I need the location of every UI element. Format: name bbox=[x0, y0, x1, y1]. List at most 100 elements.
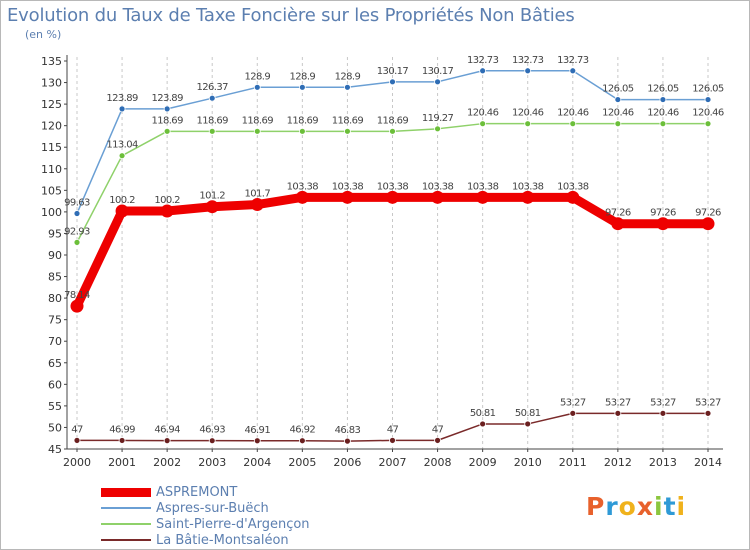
data-label: 126.05 bbox=[692, 84, 724, 95]
data-label: 92.93 bbox=[64, 226, 90, 237]
data-point bbox=[341, 191, 354, 204]
data-label: 118.69 bbox=[377, 115, 409, 126]
data-point bbox=[656, 217, 669, 230]
data-label: 126.37 bbox=[197, 82, 229, 93]
data-label: 101.7 bbox=[244, 189, 270, 200]
data-point bbox=[161, 205, 174, 218]
legend-label: Aspres-sur-Buëch bbox=[156, 501, 269, 517]
data-label: 126.05 bbox=[602, 84, 634, 95]
data-point bbox=[119, 437, 125, 443]
data-label: 46.94 bbox=[154, 425, 180, 436]
brand-letter: x bbox=[637, 492, 654, 521]
data-point bbox=[480, 68, 486, 74]
data-point bbox=[119, 106, 125, 112]
x-tick-label: 2009 bbox=[469, 456, 497, 469]
data-point bbox=[480, 421, 486, 427]
data-label: 46.92 bbox=[290, 425, 316, 436]
x-tick-label: 2006 bbox=[333, 456, 361, 469]
data-point bbox=[299, 84, 305, 90]
data-point bbox=[344, 128, 350, 134]
data-point bbox=[344, 438, 350, 444]
data-label: 128.9 bbox=[335, 71, 361, 82]
data-label: 101.2 bbox=[199, 191, 225, 202]
data-label: 46.93 bbox=[199, 425, 225, 436]
legend-label: ASPREMONT bbox=[156, 485, 237, 501]
data-label: 47 bbox=[387, 424, 399, 435]
brand-letter: t bbox=[664, 492, 677, 521]
data-point bbox=[296, 191, 309, 204]
x-tick-label: 2014 bbox=[694, 456, 722, 469]
data-point bbox=[525, 68, 531, 74]
y-tick-label: 70 bbox=[48, 335, 62, 348]
data-label: 132.73 bbox=[557, 55, 589, 66]
data-point bbox=[525, 421, 531, 427]
data-label: 53.27 bbox=[695, 397, 721, 408]
brand-letter: i bbox=[677, 492, 687, 521]
data-point bbox=[702, 217, 715, 230]
data-label: 47 bbox=[71, 424, 83, 435]
data-point bbox=[431, 191, 444, 204]
data-point bbox=[164, 106, 170, 112]
data-label: 120.46 bbox=[692, 108, 724, 119]
x-tick-label: 2013 bbox=[649, 456, 677, 469]
x-tick-label: 2003 bbox=[198, 456, 226, 469]
data-label: 97.26 bbox=[605, 208, 631, 219]
data-point bbox=[209, 95, 215, 101]
data-label: 130.17 bbox=[377, 66, 409, 77]
data-point bbox=[570, 121, 576, 127]
y-tick-label: 60 bbox=[48, 378, 62, 391]
brand-letter: P bbox=[586, 492, 605, 521]
data-point bbox=[254, 128, 260, 134]
data-label: 50.81 bbox=[470, 408, 496, 419]
x-tick-label: 2002 bbox=[153, 456, 181, 469]
data-label: 120.46 bbox=[467, 108, 499, 119]
data-point bbox=[164, 128, 170, 134]
data-point bbox=[615, 97, 621, 103]
data-label: 123.89 bbox=[151, 93, 183, 104]
brand-logo: Proxiti bbox=[586, 492, 686, 521]
y-tick-label: 105 bbox=[41, 184, 62, 197]
data-point bbox=[476, 191, 489, 204]
data-point bbox=[705, 410, 711, 416]
data-point bbox=[71, 300, 84, 313]
brand-letter: r bbox=[605, 492, 618, 521]
data-point bbox=[251, 198, 264, 211]
y-tick-label: 135 bbox=[41, 55, 62, 68]
data-label: 46.91 bbox=[244, 425, 270, 436]
data-point bbox=[74, 239, 80, 245]
data-point bbox=[386, 191, 399, 204]
data-label: 97.26 bbox=[695, 208, 721, 219]
data-label: 103.38 bbox=[287, 181, 319, 192]
data-point bbox=[611, 217, 624, 230]
data-label: 103.38 bbox=[377, 181, 409, 192]
data-point bbox=[254, 438, 260, 444]
data-label: 128.9 bbox=[290, 71, 316, 82]
data-point bbox=[119, 153, 125, 159]
data-label: 103.38 bbox=[467, 181, 499, 192]
y-tick-label: 85 bbox=[48, 271, 62, 284]
data-point bbox=[660, 410, 666, 416]
data-label: 128.9 bbox=[244, 71, 270, 82]
data-point bbox=[480, 121, 486, 127]
brand-letter: i bbox=[654, 492, 664, 521]
y-tick-label: 50 bbox=[48, 421, 62, 434]
y-tick-label: 130 bbox=[41, 77, 62, 90]
x-tick-label: 2008 bbox=[424, 456, 452, 469]
y-tick-label: 90 bbox=[48, 249, 62, 262]
legend-label: Saint-Pierre-d'Argençon bbox=[156, 517, 310, 533]
y-tick-label: 80 bbox=[48, 292, 62, 305]
data-label: 123.89 bbox=[106, 93, 138, 104]
data-label: 100.2 bbox=[109, 195, 135, 206]
data-label: 46.99 bbox=[109, 424, 135, 435]
chart-frame: Evolution du Taux de Taxe Foncière sur l… bbox=[0, 0, 750, 550]
data-label: 132.73 bbox=[512, 55, 544, 66]
y-tick-label: 100 bbox=[41, 206, 62, 219]
data-point bbox=[570, 410, 576, 416]
data-label: 120.46 bbox=[512, 108, 544, 119]
x-tick-label: 2010 bbox=[514, 456, 542, 469]
data-point bbox=[344, 84, 350, 90]
data-label: 103.38 bbox=[512, 181, 544, 192]
legend-swatch bbox=[101, 507, 151, 509]
data-point bbox=[615, 121, 621, 127]
legend-label: La Bâtie-Montsaléon bbox=[156, 533, 289, 549]
